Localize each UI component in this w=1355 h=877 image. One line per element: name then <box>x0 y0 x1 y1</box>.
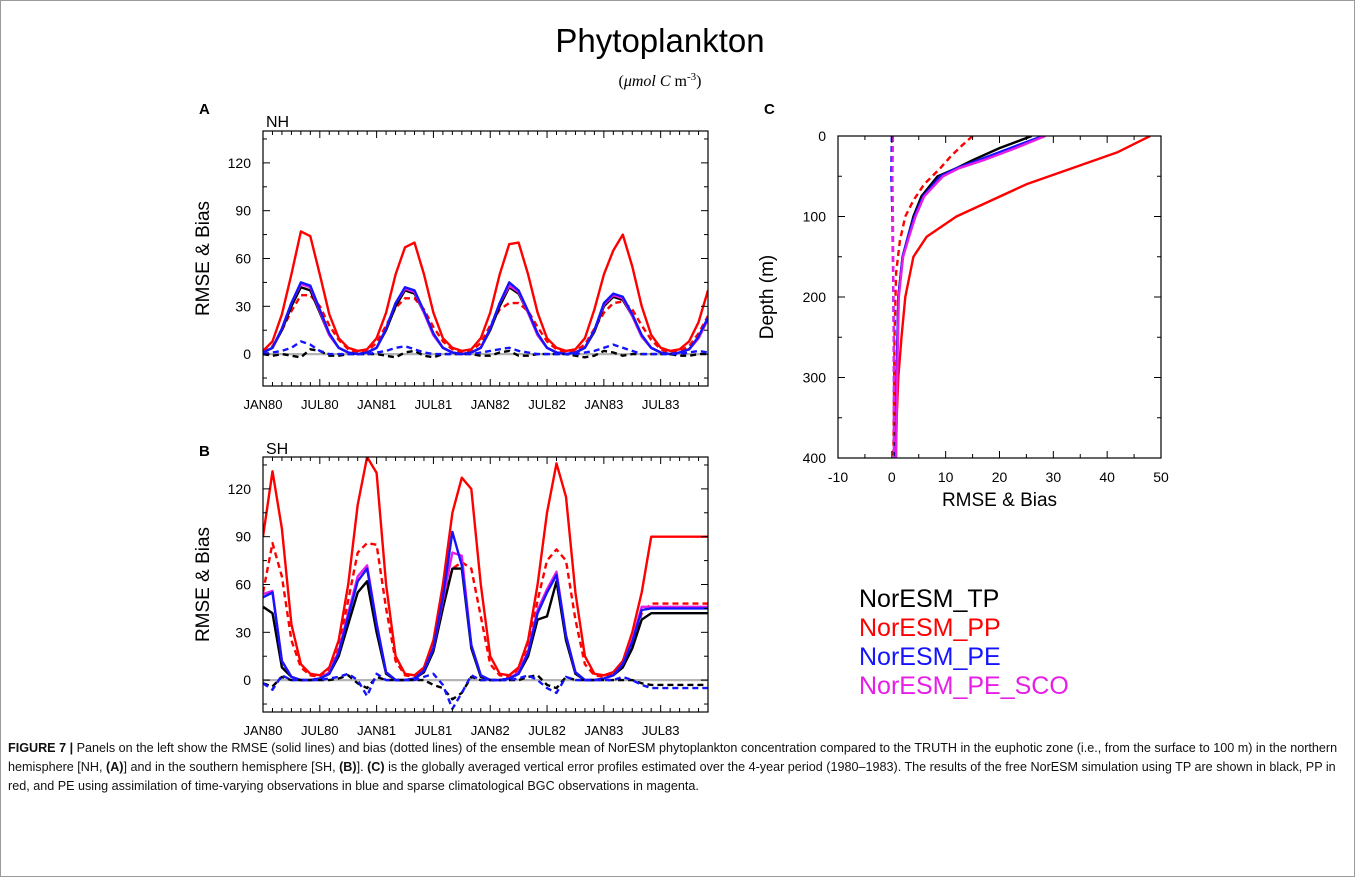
y-tick-label: 30 <box>235 624 251 640</box>
x-tick-label: JUL82 <box>528 723 566 735</box>
series-line-noresm-tp <box>263 286 708 356</box>
y-tick-label: 200 <box>803 289 827 305</box>
y-tick-label: 300 <box>803 370 827 386</box>
x-tick-label: 0 <box>888 469 896 485</box>
x-tick-label: JAN81 <box>357 723 396 735</box>
y-tick-label: 90 <box>235 203 251 219</box>
caption-panel-ref: (B) <box>339 760 357 774</box>
y-tick-label: 120 <box>228 481 252 497</box>
x-tick-label: JAN82 <box>471 397 510 412</box>
caption-text: is the globally averaged vertical error … <box>8 760 1336 793</box>
x-axis-label: RMSE & Bias <box>942 490 1057 511</box>
x-tick-label: JUL82 <box>528 397 566 412</box>
panel-letter: C <box>764 101 775 118</box>
x-tick-label: 30 <box>1046 469 1062 485</box>
y-tick-label: 100 <box>803 209 827 225</box>
plot-area <box>263 457 708 710</box>
x-tick-label: JAN81 <box>357 397 396 412</box>
series-line-noresm-pe-bias <box>263 340 708 356</box>
y-axis-label: RMSE & Bias <box>193 201 214 316</box>
x-tick-label: 40 <box>1099 469 1115 485</box>
caption-text: ]. <box>356 760 368 774</box>
series-line-noresm-tp <box>893 136 1033 458</box>
x-tick-label: -10 <box>828 469 848 485</box>
series-line-noresm-pe <box>263 281 708 356</box>
series-line-noresm-pe-sco-bias <box>891 136 896 458</box>
y-tick-label: 30 <box>235 298 251 314</box>
panel-c: C -10 0 10 20 30 40 50 0 100 200 300 400 RMSE & Bias D… <box>757 101 1169 511</box>
panel-region-tag: SH <box>266 441 288 458</box>
legend-item-noresm-pp: NorESM_PP <box>859 614 1001 642</box>
y-tick-label: 60 <box>235 251 251 267</box>
panel-region-tag: NH <box>266 114 289 131</box>
panel-letter: A <box>199 101 210 118</box>
y-tick-label: 0 <box>818 128 826 144</box>
y-tick-label: 60 <box>235 577 251 593</box>
unit-suffix: m <box>671 73 688 90</box>
x-tick-label: 20 <box>992 469 1008 485</box>
series-line-noresm-pe-sco <box>894 136 1046 458</box>
panel-letter: B <box>199 443 210 460</box>
legend-item-noresm-pe: NorESM_PE <box>859 643 1001 671</box>
y-tick-label: 120 <box>228 155 252 171</box>
figure-caption: FIGURE 7 | Panels on the left show the R… <box>8 739 1338 796</box>
figure-canvas: Phytoplankton (μmol C m-3) A NH JAN80 JUL80… <box>193 22 1169 735</box>
x-tick-label: 50 <box>1153 469 1169 485</box>
x-tick-label: JAN80 <box>243 723 282 735</box>
figure-title: Phytoplankton <box>555 22 764 59</box>
legend-item-noresm-pe-sco: NorESM_PE_SCO <box>859 672 1069 700</box>
x-tick-label: JAN83 <box>584 397 623 412</box>
caption-panel-ref: (C) <box>367 760 385 774</box>
y-axis-label: Depth (m) <box>757 255 778 339</box>
caption-label: FIGURE 7 | <box>8 741 74 755</box>
plot-frame <box>262 130 709 387</box>
series-line-noresm-tp-bias <box>263 674 708 701</box>
legend-item-noresm-tp: NorESM_TP <box>859 585 999 613</box>
plot-area <box>263 230 708 359</box>
panel-a: A NH JAN80 JUL80 JAN81 JUL81 JAN82 JUL82 JAN83 JU… <box>193 101 709 412</box>
x-tick-label: JUL83 <box>642 397 680 412</box>
caption-text: ] and in the southern hemisphere [SH, <box>123 760 340 774</box>
unit-superscript: -3 <box>687 71 697 83</box>
x-tick-label: 10 <box>938 469 954 485</box>
x-tick-label: JUL80 <box>301 397 339 412</box>
x-tick-label: JAN80 <box>243 397 282 412</box>
x-tick-label: JUL83 <box>642 723 680 735</box>
series-line-noresm-pp <box>263 457 708 677</box>
caption-panel-ref: (A) <box>106 760 124 774</box>
x-tick-label: JUL81 <box>415 723 453 735</box>
series-line-noresm-pe-bias <box>263 672 708 710</box>
y-axis-label: RMSE & Bias <box>193 527 214 642</box>
caption-text: Panels on the left show the RMSE (solid … <box>8 741 1338 774</box>
y-tick-label: 0 <box>243 672 251 688</box>
series-line-noresm-pe-sco <box>263 282 708 356</box>
x-tick-label: JAN83 <box>584 723 623 735</box>
y-tick-label: 400 <box>803 450 827 466</box>
panel-b: B SH JAN80 JUL80 JAN81 JUL81 JAN82 JUL82 JAN83 JU… <box>193 441 709 735</box>
x-tick-label: JUL80 <box>301 723 339 735</box>
x-tick-label: JAN82 <box>471 723 510 735</box>
series-line-noresm-pp <box>263 230 708 353</box>
plot-area <box>890 136 1151 458</box>
series-line-noresm-pe <box>894 136 1044 458</box>
unit-prefix: μmol C <box>623 73 671 90</box>
series-line-noresm-tp-bias <box>263 348 708 359</box>
series-line-noresm-pe <box>263 530 708 682</box>
y-tick-label: 90 <box>235 529 251 545</box>
x-tick-label: JUL81 <box>415 397 453 412</box>
figure-unit: (μmol C m-3) <box>619 71 702 90</box>
plot-frame <box>837 135 1162 459</box>
y-tick-label: 0 <box>243 346 251 362</box>
series-line-noresm-pp-bias <box>263 294 708 354</box>
